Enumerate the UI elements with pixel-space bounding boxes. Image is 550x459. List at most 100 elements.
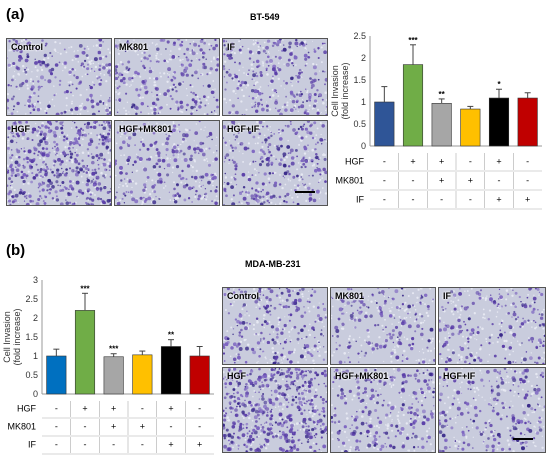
- y-tick-label: 1: [33, 351, 38, 361]
- y-tick-label: 2.5: [25, 294, 38, 304]
- panel-a-tile-hgf-plus-mk801: HGF+MK801: [114, 120, 220, 206]
- bar: [517, 97, 538, 147]
- tile-label: HGF+IF: [227, 124, 260, 134]
- bar: [488, 97, 510, 147]
- bar: [74, 310, 96, 395]
- y-tick-label: 2: [361, 53, 366, 63]
- panel-b-cell-line: MDA-MB-231: [245, 259, 301, 269]
- y-tick-label: 2.5: [353, 31, 366, 41]
- y-tick-label: 0: [33, 389, 38, 399]
- y-tick-label: 3: [33, 275, 38, 285]
- treatment-sign: -: [412, 194, 415, 204]
- significance-marker: ***: [80, 284, 90, 293]
- tile-label: IF: [443, 291, 451, 301]
- treatment-sign: -: [141, 440, 144, 450]
- bar: [103, 356, 124, 395]
- treatment-label: IF: [28, 440, 37, 450]
- y-axis-label: (fold increase): [12, 308, 22, 365]
- treatment-sign: +: [439, 156, 444, 166]
- treatment-sign: -: [469, 156, 472, 166]
- panel-b-tile-control: Control: [222, 287, 328, 365]
- treatment-sign: -: [412, 175, 415, 185]
- panel-b-tile-if: IF: [438, 287, 546, 365]
- treatment-sign: +: [111, 404, 116, 414]
- treatment-sign: -: [498, 175, 501, 185]
- treatment-sign: -: [84, 440, 87, 450]
- treatment-sign: -: [526, 156, 529, 166]
- treatment-sign: -: [198, 422, 201, 432]
- bar: [431, 103, 452, 147]
- treatment-sign: -: [55, 440, 58, 450]
- panel-b-tile-hgf-plus-if: HGF+IF: [438, 367, 546, 453]
- panel-a-label: (a): [6, 6, 25, 23]
- panel-b-chart: 0 0.5 1 1.5 2 2.5 3 Cell Invasion (fold increase…: [2, 275, 214, 455]
- y-tick-label: 0: [361, 141, 366, 151]
- treatment-sign: -: [55, 404, 58, 414]
- treatment-sign: -: [383, 175, 386, 185]
- treatment-sign: -: [55, 422, 58, 432]
- treatment-sign: +: [168, 440, 173, 450]
- scale-bar: [295, 191, 315, 193]
- bar: [46, 355, 67, 395]
- significance-marker: *: [497, 80, 501, 89]
- y-tick-label: 1.5: [25, 332, 38, 342]
- treatment-sign: +: [525, 194, 530, 204]
- panel-b-tile-hgf-plus-mk801: HGF+MK801: [330, 367, 436, 453]
- significance-marker: ***: [109, 345, 119, 354]
- treatment-label: HGF: [345, 156, 365, 166]
- tile-label: IF: [227, 42, 235, 52]
- y-tick-label: 0.5: [25, 370, 38, 380]
- tile-label: HGF: [227, 371, 246, 381]
- panel-a-cell-line: BT-549: [250, 12, 280, 22]
- treatment-sign: +: [140, 422, 145, 432]
- panel-a-tile-hgf-plus-if: HGF+IF: [222, 120, 328, 206]
- significance-marker: **: [439, 90, 446, 99]
- treatment-sign: -: [440, 194, 443, 204]
- treatment-sign: +: [82, 404, 87, 414]
- treatment-sign: -: [112, 440, 115, 450]
- y-tick-label: 1: [361, 97, 366, 107]
- tile-label: Control: [11, 42, 43, 52]
- y-tick-label: 2: [33, 313, 38, 323]
- treatment-sign: -: [141, 404, 144, 414]
- tile-label: HGF+MK801: [335, 371, 389, 381]
- treatment-sign: +: [410, 156, 415, 166]
- treatment-label: MK801: [335, 175, 364, 185]
- tile-label: HGF+IF: [443, 371, 476, 381]
- significance-marker: **: [168, 331, 175, 340]
- tile-label: Control: [227, 291, 259, 301]
- treatment-label: IF: [356, 194, 365, 204]
- bar: [189, 355, 210, 395]
- bar: [374, 101, 395, 147]
- treatment-sign: +: [496, 156, 501, 166]
- bar: [132, 354, 153, 395]
- treatment-sign: +: [468, 175, 473, 185]
- tile-label: HGF: [11, 124, 30, 134]
- panel-b-tile-hgf: HGF: [222, 367, 328, 453]
- treatment-sign: -: [383, 156, 386, 166]
- panel-a-tile-mk801: MK801: [114, 38, 220, 116]
- treatment-sign: +: [439, 175, 444, 185]
- tile-label: MK801: [335, 291, 365, 301]
- tile-label: MK801: [119, 42, 149, 52]
- treatment-sign: +: [111, 422, 116, 432]
- scale-bar: [513, 438, 533, 440]
- y-axis-label: (fold increase): [340, 62, 350, 119]
- panel-b-label: (b): [6, 242, 26, 259]
- treatment-sign: -: [170, 422, 173, 432]
- treatment-sign: -: [198, 404, 201, 414]
- y-axis-label: Cell Invasion: [330, 65, 340, 117]
- panel-a-tile-control: Control: [6, 38, 112, 116]
- bar: [160, 346, 182, 395]
- significance-marker: ***: [408, 36, 418, 45]
- panel-b-tile-mk801: MK801: [330, 287, 436, 365]
- treatment-sign: -: [469, 194, 472, 204]
- treatment-label: MK801: [7, 422, 36, 432]
- treatment-sign: +: [496, 194, 501, 204]
- treatment-sign: +: [197, 440, 202, 450]
- treatment-label: HGF: [17, 404, 37, 414]
- y-axis-label: Cell Invasion: [2, 311, 12, 363]
- panel-a-tile-hgf: HGF: [6, 120, 112, 206]
- bar: [460, 108, 481, 147]
- treatment-sign: -: [84, 422, 87, 432]
